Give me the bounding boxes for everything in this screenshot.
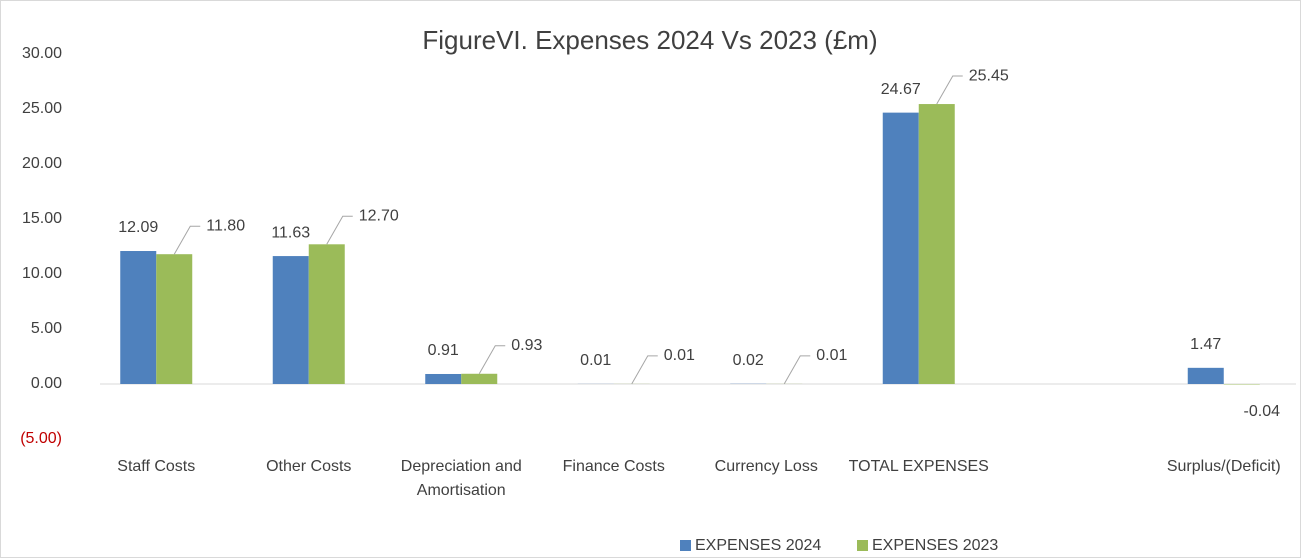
legend-swatch: [680, 540, 691, 551]
leader-line: [326, 215, 353, 245]
data-label: 0.01: [664, 347, 695, 364]
bar: [918, 104, 955, 385]
data-label: 24.67: [881, 81, 921, 98]
x-tick-label: Surplus/(Deficit): [1166, 458, 1281, 475]
leader-line: [936, 75, 963, 105]
data-label: 25.45: [969, 67, 1009, 84]
legend-swatch: [857, 540, 868, 551]
x-tick-label: Finance Costs: [562, 458, 665, 475]
y-tick-label: 15.00: [22, 210, 62, 227]
bar: [272, 256, 309, 384]
y-tick-label: 30.00: [22, 45, 62, 62]
data-label: 0.91: [428, 342, 459, 359]
bar: [425, 373, 462, 384]
legend-label: EXPENSES 2023: [872, 537, 998, 554]
data-label: 0.02: [733, 352, 764, 369]
bar: [308, 244, 345, 384]
bar: [882, 112, 919, 384]
y-tick-label: 10.00: [22, 265, 62, 282]
bar: [156, 254, 193, 384]
x-tick-label: Staff Costs: [117, 458, 196, 475]
leader-line: [173, 225, 201, 255]
data-label: -0.04: [1244, 403, 1281, 420]
data-label: 0.01: [816, 347, 847, 364]
x-tick-label: Other Costs: [266, 458, 352, 475]
leader-line: [478, 345, 506, 375]
bar: [1187, 367, 1224, 384]
data-label: 1.47: [1190, 336, 1221, 353]
y-tick-label: 25.00: [22, 100, 62, 117]
y-tick-label: 20.00: [22, 155, 62, 172]
y-tick-label: 5.00: [31, 320, 62, 337]
data-label: 11.80: [206, 217, 245, 234]
data-label: 0.93: [511, 337, 542, 354]
data-label: 12.70: [359, 208, 399, 225]
data-label: 0.01: [580, 352, 611, 369]
legend-label: EXPENSES 2024: [695, 537, 821, 554]
x-tick-label: TOTAL EXPENSES: [848, 458, 989, 475]
x-tick-label: Depreciation and Amortisation: [400, 458, 522, 499]
leader-line: [783, 355, 811, 385]
y-tick-label: (5.00): [20, 430, 62, 447]
bar: [461, 373, 498, 384]
leader-line: [631, 355, 658, 385]
chart-title: FigureVI. Expenses 2024 Vs 2023 (£m): [422, 25, 877, 55]
data-label: 11.63: [271, 224, 310, 241]
data-label: 12.09: [118, 219, 158, 236]
y-tick-label: 0.00: [31, 375, 62, 392]
bar: [120, 251, 157, 384]
x-tick-label: Currency Loss: [714, 458, 818, 475]
